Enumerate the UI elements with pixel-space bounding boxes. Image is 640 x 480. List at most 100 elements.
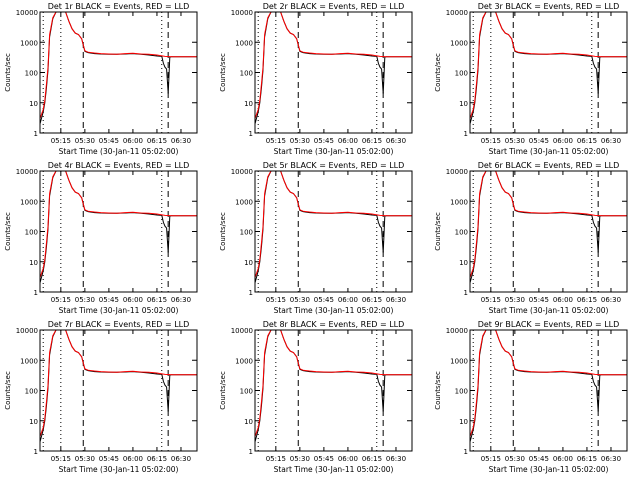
y-tick-label: 10	[244, 259, 253, 267]
x-tick-label: 06:30	[171, 455, 191, 463]
y-tick-label: 1000	[450, 198, 468, 206]
x-tick-label: 06:15	[362, 137, 382, 145]
x-tick-label: 06:15	[147, 137, 167, 145]
x-axis-label: Start Time (30-Jan-11 05:02:00)	[59, 306, 179, 315]
x-tick-label: 06:15	[362, 455, 382, 463]
x-tick-label: 06:00	[123, 455, 143, 463]
y-tick-label: 1000	[450, 357, 468, 365]
y-tick-label: 10000	[231, 9, 253, 17]
detector-panel: Det 4r BLACK = Events, RED = LLD Counts/s…	[4, 161, 198, 315]
series-line-lld	[254, 170, 412, 278]
y-tick-label: 1000	[235, 357, 253, 365]
x-tick-label: 05:15	[481, 296, 501, 304]
plot-frame	[469, 11, 628, 134]
x-axis-label: Start Time (30-Jan-11 05:02:00)	[274, 147, 394, 156]
y-tick-label: 1	[249, 289, 253, 297]
detector-panel: Det 6r BLACK = Events, RED = LLD Counts/s…	[434, 161, 628, 315]
y-tick-label: 10000	[446, 168, 468, 176]
detector-panel: Det 9r BLACK = Events, RED = LLD Counts/s…	[434, 320, 628, 474]
x-tick-label: 06:30	[601, 296, 621, 304]
detector-panel: Det 1r BLACK = Events, RED = LLD Counts/s…	[4, 2, 198, 156]
x-tick-label: 06:00	[553, 455, 573, 463]
y-tick-label: 100	[25, 388, 38, 396]
y-tick-label: 1	[34, 130, 38, 138]
chart-title: Det 6r BLACK = Events, RED = LLD	[478, 161, 620, 170]
y-tick-label: 10000	[16, 168, 38, 176]
x-tick-label: 05:45	[99, 137, 119, 145]
series-line-events	[39, 11, 197, 125]
detector-panel: Det 5r BLACK = Events, RED = LLD Counts/s…	[219, 161, 413, 315]
y-tick-label: 100	[240, 388, 253, 396]
chart-title: Det 1r BLACK = Events, RED = LLD	[48, 2, 190, 11]
y-tick-label: 1	[464, 130, 468, 138]
chart-title: Det 8r BLACK = Events, RED = LLD	[263, 320, 405, 329]
x-tick-label: 05:30	[75, 296, 95, 304]
y-tick-label: 10	[29, 418, 38, 426]
series-line-lld	[469, 11, 627, 119]
y-axis-label: Counts/sec	[434, 371, 442, 410]
x-tick-label: 05:30	[505, 455, 525, 463]
y-tick-label: 10000	[16, 327, 38, 335]
detector-panel: Det 8r BLACK = Events, RED = LLD Counts/s…	[219, 320, 413, 474]
y-tick-label: 1000	[450, 39, 468, 47]
y-tick-label: 10	[29, 259, 38, 267]
x-axis-label: Start Time (30-Jan-11 05:02:00)	[489, 147, 609, 156]
x-axis-label: Start Time (30-Jan-11 05:02:00)	[489, 306, 609, 315]
y-tick-label: 100	[240, 70, 253, 78]
chart-title: Det 4r BLACK = Events, RED = LLD	[48, 161, 190, 170]
x-axis-label: Start Time (30-Jan-11 05:02:00)	[59, 147, 179, 156]
y-axis-label: Counts/sec	[219, 212, 227, 251]
x-tick-label: 05:45	[314, 296, 334, 304]
y-tick-label: 10	[244, 100, 253, 108]
series-line-lld	[39, 170, 197, 278]
x-tick-label: 06:15	[147, 296, 167, 304]
series-line-lld	[39, 329, 197, 437]
y-axis-label: Counts/sec	[4, 212, 12, 251]
x-tick-label: 05:45	[99, 296, 119, 304]
y-tick-label: 10	[459, 259, 468, 267]
x-tick-label: 05:30	[290, 296, 310, 304]
plot-frame	[254, 11, 413, 134]
x-tick-label: 05:30	[505, 296, 525, 304]
plot-frame	[39, 329, 198, 452]
series-line-events	[39, 170, 197, 284]
x-tick-label: 06:15	[362, 296, 382, 304]
x-tick-label: 06:15	[147, 455, 167, 463]
y-tick-label: 1000	[235, 198, 253, 206]
y-tick-label: 100	[25, 229, 38, 237]
plot-frame	[469, 329, 628, 452]
y-tick-label: 1	[464, 448, 468, 456]
series-line-events	[469, 329, 627, 443]
detector-panel: Det 3r BLACK = Events, RED = LLD Counts/s…	[434, 2, 628, 156]
y-tick-label: 10000	[16, 9, 38, 17]
chart-title: Det 7r BLACK = Events, RED = LLD	[48, 320, 190, 329]
x-tick-label: 05:45	[314, 137, 334, 145]
plot-frame	[254, 329, 413, 452]
x-tick-label: 06:15	[577, 455, 597, 463]
plot-frame	[254, 170, 413, 293]
y-tick-label: 10	[459, 418, 468, 426]
x-tick-label: 06:00	[123, 296, 143, 304]
y-tick-label: 1	[34, 448, 38, 456]
y-axis-label: Counts/sec	[434, 212, 442, 251]
x-tick-label: 05:45	[314, 455, 334, 463]
series-line-lld	[469, 329, 627, 437]
y-tick-label: 1000	[20, 198, 38, 206]
x-tick-label: 05:15	[266, 296, 286, 304]
x-tick-label: 05:30	[75, 137, 95, 145]
x-tick-label: 05:15	[51, 137, 71, 145]
x-tick-label: 05:30	[75, 455, 95, 463]
series-line-events	[254, 170, 412, 284]
x-tick-label: 05:15	[51, 296, 71, 304]
x-tick-label: 05:15	[51, 455, 71, 463]
y-tick-label: 10000	[446, 9, 468, 17]
y-tick-label: 100	[455, 229, 468, 237]
detector-panel: Det 7r BLACK = Events, RED = LLD Counts/s…	[4, 320, 198, 474]
y-axis-label: Counts/sec	[4, 53, 12, 92]
chart-title: Det 2r BLACK = Events, RED = LLD	[263, 2, 405, 11]
x-tick-label: 05:15	[481, 137, 501, 145]
series-line-lld	[469, 170, 627, 278]
x-tick-label: 06:00	[123, 137, 143, 145]
y-tick-label: 10000	[446, 327, 468, 335]
chart-title: Det 3r BLACK = Events, RED = LLD	[478, 2, 620, 11]
